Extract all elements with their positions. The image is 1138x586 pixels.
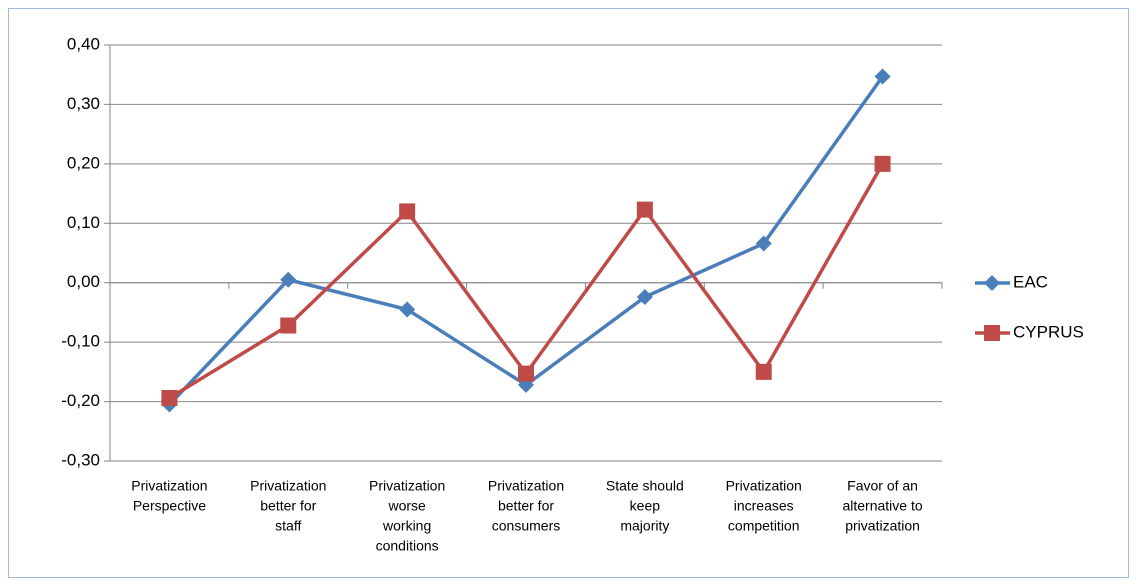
marker (636, 288, 653, 305)
marker (874, 68, 891, 85)
y-tick-label: -0,30 (61, 450, 100, 469)
x-tick-label: privatization (845, 518, 920, 534)
y-tick-label: 0,00 (67, 272, 100, 291)
x-tick-label: majority (620, 518, 669, 534)
marker (755, 363, 772, 380)
x-tick-label: Privatization (369, 478, 445, 494)
y-tick-label: -0,10 (61, 332, 100, 351)
legend-marker (984, 325, 1000, 341)
y-tick-label: 0,10 (67, 213, 100, 232)
x-tick-label: consumers (492, 518, 560, 534)
legend-label: CYPRUS (1013, 322, 1084, 341)
x-tick-label: Privatization (726, 478, 802, 494)
x-tick-label: Favor of an (847, 478, 918, 494)
y-tick-label: -0,20 (61, 391, 100, 410)
legend-label: EAC (1013, 272, 1048, 291)
x-tick-label: keep (630, 498, 661, 514)
marker (280, 271, 297, 288)
x-tick-label: alternative to (842, 498, 922, 514)
x-tick-label: Privatization (250, 478, 326, 494)
y-tick-label: 0,40 (67, 34, 100, 53)
y-tick-label: 0,20 (67, 153, 100, 172)
marker (636, 201, 653, 218)
x-tick-label: staff (275, 518, 301, 534)
x-tick-label: Perspective (133, 498, 206, 514)
x-tick-label: working (382, 518, 431, 534)
x-tick-label: better for (498, 498, 554, 514)
marker (280, 317, 297, 334)
marker (399, 203, 416, 220)
marker (399, 301, 416, 318)
x-tick-label: Privatization (131, 478, 207, 494)
marker (874, 155, 891, 172)
x-tick-label: competition (728, 518, 800, 534)
chart-frame (8, 8, 1129, 578)
x-tick-label: better for (260, 498, 316, 514)
y-tick-label: 0,30 (67, 94, 100, 113)
x-tick-label: worse (387, 498, 426, 514)
marker (755, 235, 772, 252)
marker (518, 365, 534, 382)
legend-marker (984, 275, 1000, 291)
x-tick-label: Privatization (488, 478, 564, 494)
x-tick-label: conditions (376, 538, 439, 554)
x-tick-label: increases (734, 498, 794, 514)
x-tick-label: State should (606, 478, 684, 494)
marker (161, 390, 178, 407)
